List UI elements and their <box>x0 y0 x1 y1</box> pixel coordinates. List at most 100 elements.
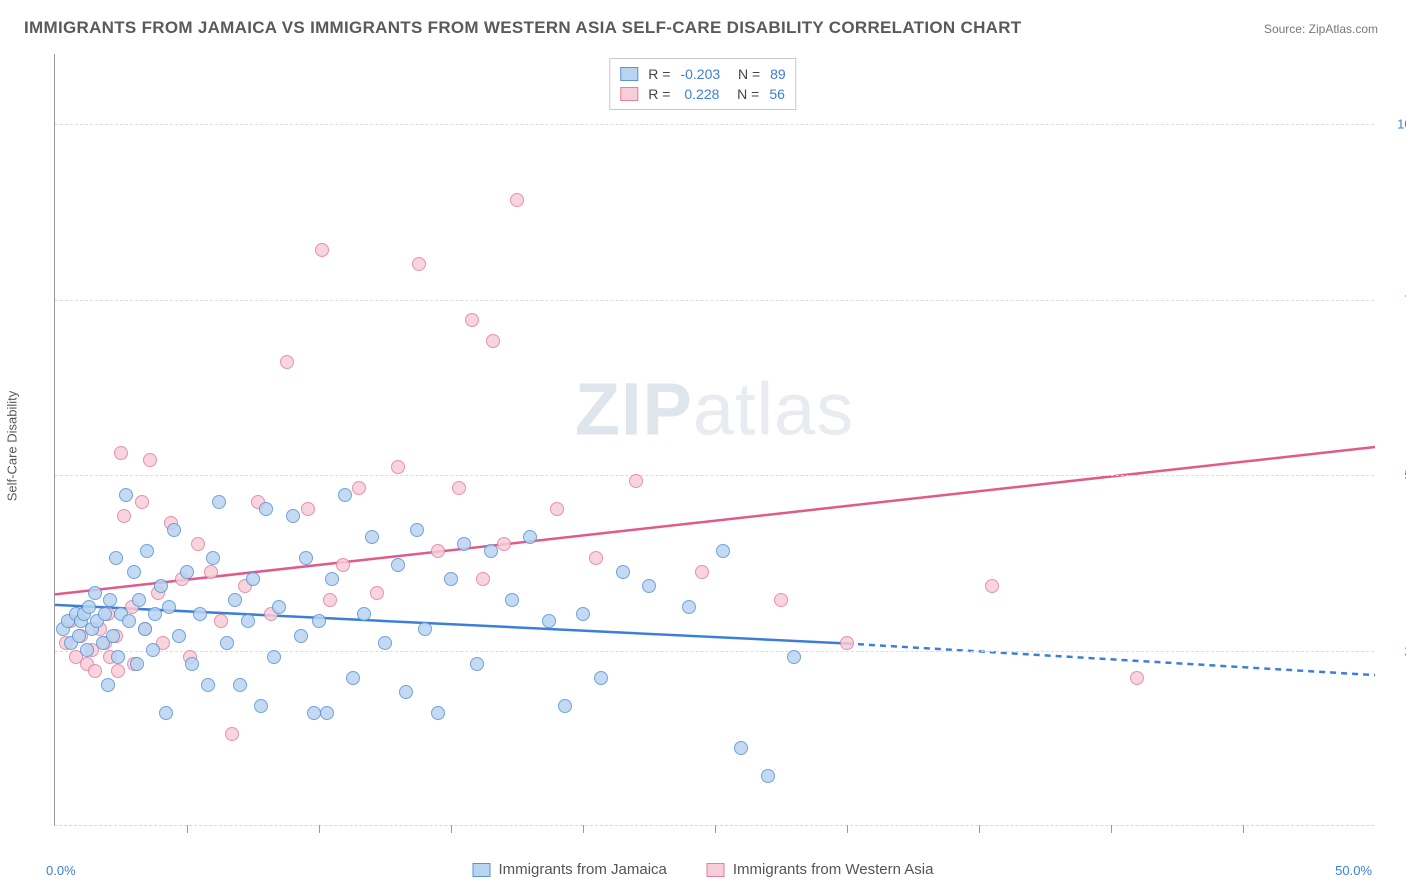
legend-item-wasia: Immigrants from Western Asia <box>707 861 934 878</box>
scatter-point <box>734 741 748 755</box>
scatter-point <box>148 607 162 621</box>
scatter-point <box>550 502 564 516</box>
trend-lines <box>55 54 1374 825</box>
scatter-point <box>695 565 709 579</box>
scatter-point <box>130 657 144 671</box>
chart-title: IMMIGRANTS FROM JAMAICA VS IMMIGRANTS FR… <box>24 18 1022 38</box>
swatch-wasia <box>707 863 725 877</box>
scatter-point <box>412 257 426 271</box>
scatter-point <box>470 657 484 671</box>
scatter-point <box>122 614 136 628</box>
scatter-point <box>985 579 999 593</box>
scatter-point <box>338 488 352 502</box>
scatter-point <box>246 572 260 586</box>
scatter-point <box>312 614 326 628</box>
scatter-point <box>154 579 168 593</box>
scatter-point <box>476 572 490 586</box>
scatter-point <box>259 502 273 516</box>
scatter-point <box>159 706 173 720</box>
scatter-point <box>135 495 149 509</box>
x-tick <box>847 825 848 833</box>
scatter-point <box>103 593 117 607</box>
scatter-point <box>109 551 123 565</box>
scatter-point <box>228 593 242 607</box>
scatter-point <box>138 622 152 636</box>
scatter-point <box>410 523 424 537</box>
scatter-point <box>497 537 511 551</box>
scatter-point <box>418 622 432 636</box>
r-value-wasia: 0.228 <box>680 84 719 104</box>
scatter-point <box>365 530 379 544</box>
scatter-point <box>370 586 384 600</box>
scatter-point <box>111 664 125 678</box>
scatter-point <box>840 636 854 650</box>
scatter-point <box>431 544 445 558</box>
scatter-point <box>452 481 466 495</box>
x-tick <box>979 825 980 833</box>
scatter-point <box>193 607 207 621</box>
scatter-point <box>180 565 194 579</box>
scatter-point <box>523 530 537 544</box>
scatter-point <box>220 636 234 650</box>
y-tick-label: 10.0% <box>1384 117 1406 132</box>
scatter-point <box>140 544 154 558</box>
scatter-point <box>241 614 255 628</box>
swatch-wasia <box>620 87 638 101</box>
n-label: N = <box>730 64 760 84</box>
scatter-point <box>505 593 519 607</box>
scatter-point <box>761 769 775 783</box>
scatter-point <box>576 607 590 621</box>
scatter-point <box>280 355 294 369</box>
scatter-point <box>204 565 218 579</box>
x-tick <box>1243 825 1244 833</box>
swatch-jamaica <box>473 863 491 877</box>
y-tick-label: 7.5% <box>1384 292 1406 307</box>
scatter-point <box>542 614 556 628</box>
scatter-point <box>787 650 801 664</box>
stat-legend: R = -0.203 N = 89 R = 0.228 N = 56 <box>609 58 796 110</box>
n-label: N = <box>729 84 759 104</box>
x-tick <box>187 825 188 833</box>
scatter-point <box>352 481 366 495</box>
scatter-point <box>267 650 281 664</box>
scatter-point <box>114 446 128 460</box>
scatter-point <box>682 600 696 614</box>
scatter-point <box>191 537 205 551</box>
x-tick <box>715 825 716 833</box>
scatter-point <box>212 495 226 509</box>
scatter-point <box>465 313 479 327</box>
legend-label-wasia: Immigrants from Western Asia <box>733 861 934 878</box>
bottom-legend: Immigrants from Jamaica Immigrants from … <box>473 861 934 878</box>
scatter-point <box>132 593 146 607</box>
x-tick <box>1111 825 1112 833</box>
scatter-point <box>307 706 321 720</box>
scatter-point <box>457 537 471 551</box>
scatter-point <box>80 643 94 657</box>
scatter-point <box>589 551 603 565</box>
scatter-point <box>214 614 228 628</box>
scatter-point <box>82 600 96 614</box>
scatter-point <box>774 593 788 607</box>
gridline <box>55 651 1374 652</box>
scatter-point <box>299 551 313 565</box>
scatter-point <box>206 551 220 565</box>
scatter-point <box>378 636 392 650</box>
scatter-point <box>320 706 334 720</box>
scatter-point <box>127 565 141 579</box>
scatter-point <box>301 502 315 516</box>
scatter-point <box>233 678 247 692</box>
scatter-point <box>325 572 339 586</box>
scatter-point <box>431 706 445 720</box>
swatch-jamaica <box>620 67 638 81</box>
y-tick-label: 2.5% <box>1384 643 1406 658</box>
scatter-point <box>336 558 350 572</box>
scatter-point <box>98 607 112 621</box>
legend-item-jamaica: Immigrants from Jamaica <box>473 861 667 878</box>
scatter-point <box>172 629 186 643</box>
scatter-point <box>111 650 125 664</box>
scatter-point <box>391 558 405 572</box>
r-label: R = <box>648 64 670 84</box>
x-tick <box>319 825 320 833</box>
scatter-point <box>486 334 500 348</box>
scatter-point <box>1130 671 1144 685</box>
